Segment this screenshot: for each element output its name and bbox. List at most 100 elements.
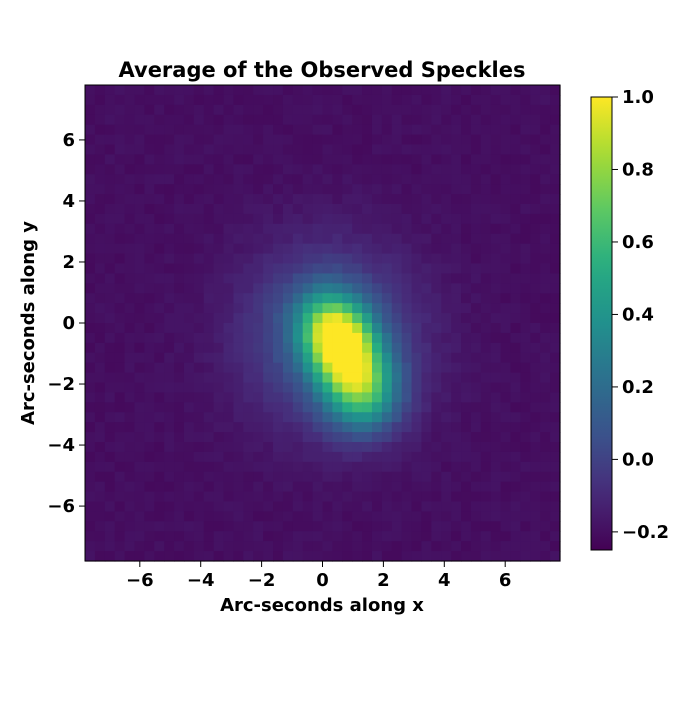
heatmap-cell [510, 352, 522, 364]
heatmap-cell [480, 511, 492, 522]
heatmap-cell [104, 541, 116, 552]
heatmap-cell [85, 521, 96, 532]
heatmap-cell [510, 521, 522, 532]
heatmap-cell [292, 233, 304, 245]
heatmap-cell [174, 451, 185, 463]
heatmap-cell [490, 283, 502, 294]
heatmap-cell [332, 332, 343, 344]
y-axis-label: Arc-seconds along y [18, 221, 39, 425]
heatmap-cell [94, 184, 106, 195]
heatmap-cell [371, 204, 383, 215]
heatmap-cell [530, 223, 541, 235]
heatmap-cell [362, 114, 373, 126]
heatmap-cell [342, 382, 353, 394]
heatmap-cell [550, 85, 561, 96]
heatmap-cell [470, 283, 482, 294]
heatmap-cell [381, 491, 393, 503]
heatmap-cell [411, 273, 423, 284]
heatmap-cell [391, 392, 403, 403]
heatmap-cell [263, 213, 274, 225]
x-tick-label: −4 [187, 570, 215, 591]
heatmap-cell [85, 461, 96, 473]
heatmap-cell [480, 144, 492, 156]
heatmap-cell [94, 511, 106, 522]
heatmap-cell [174, 233, 185, 245]
heatmap-cell [500, 481, 512, 493]
heatmap-cell [401, 154, 413, 165]
heatmap-cell [273, 332, 284, 344]
heatmap-cell [94, 372, 106, 384]
heatmap-cell [362, 471, 373, 483]
heatmap-cell [500, 174, 512, 185]
heatmap-cell [500, 461, 512, 473]
heatmap-cell [273, 94, 284, 106]
heatmap-cell [490, 164, 502, 175]
heatmap-cell [381, 551, 393, 562]
heatmap-cell [490, 104, 502, 116]
heatmap-cell [292, 372, 304, 384]
heatmap-cell [431, 501, 442, 513]
x-tick-label: 0 [316, 570, 329, 591]
heatmap-cell [253, 481, 264, 493]
heatmap-cell [480, 243, 492, 255]
heatmap-cell [490, 362, 502, 374]
heatmap-cell [431, 471, 442, 483]
heatmap-cell [401, 501, 413, 513]
heatmap-cell [144, 442, 155, 453]
heatmap-cell [391, 194, 403, 205]
heatmap-cell [490, 94, 502, 106]
heatmap-cell [85, 134, 96, 146]
heatmap-cell [144, 521, 155, 532]
heatmap-cell [470, 164, 482, 175]
heatmap-cell [292, 412, 304, 423]
heatmap-cell [223, 541, 235, 552]
heatmap-cell [510, 551, 522, 562]
heatmap-cell [263, 134, 274, 146]
heatmap-cell [540, 323, 551, 334]
heatmap-cell [352, 432, 363, 443]
heatmap-cell [174, 362, 185, 374]
heatmap-cell [134, 352, 145, 364]
heatmap-cell [500, 213, 512, 225]
heatmap-cell [451, 283, 462, 294]
heatmap-cell [114, 461, 126, 473]
heatmap-cell [312, 204, 324, 215]
heatmap-cell [134, 501, 145, 513]
heatmap-cell [362, 332, 373, 344]
heatmap-cell [510, 461, 522, 473]
heatmap-cell [480, 303, 492, 314]
heatmap-cell [421, 362, 432, 374]
heatmap-cell [500, 293, 512, 304]
heatmap-cell [362, 243, 373, 255]
heatmap-cell [243, 94, 254, 106]
heatmap-cell [461, 263, 472, 275]
heatmap-cell [253, 194, 264, 205]
heatmap-cell [322, 184, 333, 195]
heatmap-cell [500, 332, 512, 344]
heatmap-cell [441, 174, 452, 185]
heatmap-cell [431, 204, 442, 215]
heatmap-cell [114, 422, 126, 433]
heatmap-cell [520, 263, 531, 275]
heatmap-cell [362, 213, 373, 225]
heatmap-cell [500, 352, 512, 364]
heatmap-cell [273, 134, 284, 146]
heatmap-cell [490, 114, 502, 126]
heatmap-cell [490, 412, 502, 423]
heatmap-cell [431, 491, 442, 503]
heatmap-cell [451, 323, 462, 334]
heatmap-cell [312, 511, 324, 522]
heatmap-cell [203, 313, 215, 324]
heatmap-cell [302, 313, 314, 324]
heatmap-cell [352, 144, 363, 156]
heatmap-cell [193, 104, 205, 116]
heatmap-cell [371, 313, 383, 324]
heatmap-cell [332, 392, 343, 403]
heatmap-cell [401, 283, 413, 294]
heatmap-cell [174, 392, 185, 403]
heatmap-cell [263, 94, 274, 106]
heatmap-cell [223, 303, 235, 314]
heatmap-cell [480, 253, 492, 265]
heatmap-cell [312, 491, 324, 503]
